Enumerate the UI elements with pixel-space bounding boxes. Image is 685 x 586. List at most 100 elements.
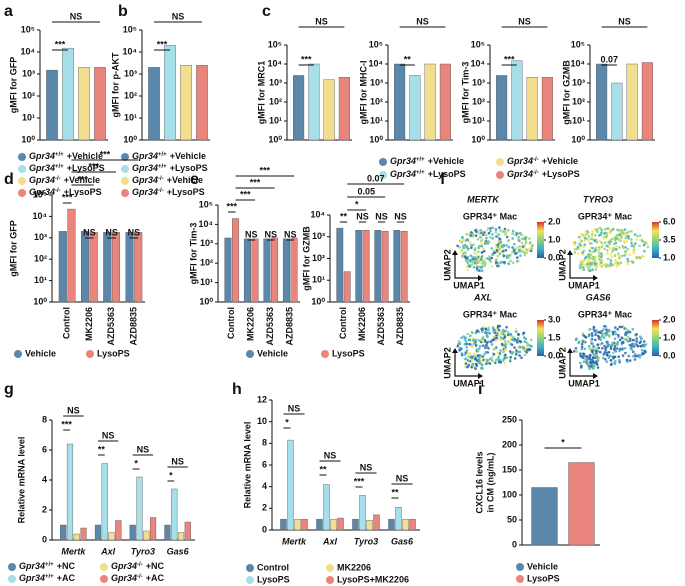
- umap-point: [598, 239, 602, 243]
- bar: [94, 524, 102, 541]
- umap-point: [598, 234, 601, 237]
- umap-point: [595, 265, 599, 269]
- umap-point: [603, 247, 606, 251]
- significance-label: **: [98, 444, 106, 454]
- umap-point: [456, 244, 459, 248]
- umap-point: [624, 331, 628, 334]
- significance-label: 0.05: [357, 186, 375, 196]
- umap-point: [487, 231, 491, 235]
- umap-point: [639, 335, 642, 339]
- umap-point: [626, 360, 629, 364]
- umap-point: [490, 360, 494, 364]
- umap-point: [605, 353, 609, 357]
- umap-point: [525, 248, 529, 252]
- y-tick-label: 12: [257, 394, 267, 404]
- umap-point: [511, 261, 515, 265]
- y-tick-label: 10⁵: [199, 199, 213, 209]
- umap-point: [487, 326, 491, 330]
- bar: [180, 65, 192, 141]
- bar: [80, 231, 90, 303]
- umap-point: [611, 355, 615, 359]
- umap-point: [628, 337, 632, 341]
- significance-label: NS: [394, 211, 407, 221]
- umap-point: [621, 228, 624, 232]
- legend-marker: [516, 563, 524, 571]
- umap-point: [498, 352, 502, 356]
- umap-point: [603, 264, 606, 267]
- umap-point: [460, 240, 463, 243]
- umap-point: [486, 257, 489, 260]
- umap-point: [522, 331, 526, 335]
- umap-point: [517, 238, 520, 242]
- umap-point: [470, 259, 474, 263]
- umap-point: [617, 254, 621, 257]
- colorbar-tick-label: 2.0: [663, 314, 676, 324]
- bar: [424, 63, 436, 141]
- umap-point: [635, 338, 639, 341]
- y-tick-label: 10¹: [269, 115, 282, 125]
- legend-label: LysoPS+MK2206: [337, 574, 409, 584]
- umap-point: [589, 338, 593, 342]
- legend-marker: [121, 165, 129, 173]
- y-tick-label: 10²: [472, 96, 485, 106]
- umap-point: [487, 347, 490, 350]
- umap-point: [499, 229, 502, 232]
- umap-point: [525, 351, 528, 354]
- y-tick-label: 10⁵: [21, 24, 35, 34]
- umap-point: [479, 258, 483, 261]
- x-tick-label: Tyro3: [354, 536, 378, 546]
- umap-point: [503, 362, 507, 365]
- legend-label: Vehicle: [257, 348, 288, 358]
- umap-point: [473, 247, 477, 250]
- umap-point: [605, 360, 609, 364]
- umap-point: [491, 233, 494, 236]
- umap-point: [602, 336, 606, 340]
- umap-point: [480, 251, 484, 254]
- umap-point: [482, 335, 485, 339]
- umap-point: [504, 348, 508, 352]
- colorbar-tick-label: 1.5: [548, 332, 561, 342]
- umap-point: [627, 237, 630, 240]
- y-tick-label: 2: [42, 504, 47, 514]
- umap-point: [630, 241, 633, 245]
- umap-point: [588, 249, 592, 252]
- umap-point: [632, 251, 636, 254]
- umap-point: [620, 254, 623, 258]
- colorbar-tick-label: 1.0: [663, 252, 676, 262]
- umap-point: [494, 228, 498, 231]
- significance-label: NS: [105, 227, 118, 237]
- bar: [115, 520, 122, 541]
- umap-point: [600, 245, 603, 249]
- umap-point: [646, 245, 650, 249]
- colorbar: [652, 320, 659, 356]
- y-tick-label: 100: [502, 489, 517, 499]
- bar: [67, 208, 76, 303]
- umap-point: [594, 268, 598, 271]
- umap-point: [583, 357, 587, 361]
- legend-label: Gpr34-/- +AC: [111, 573, 164, 583]
- significance-label: ***: [250, 177, 261, 187]
- umap-point: [509, 259, 512, 263]
- legend-gene: Gpr34: [29, 175, 55, 185]
- x-tick-label: Mertk: [282, 536, 307, 546]
- umap-point: [494, 231, 498, 234]
- umap-point: [496, 254, 500, 258]
- umap-point: [479, 356, 482, 359]
- umap-point: [481, 328, 484, 332]
- umap-point: [596, 366, 600, 369]
- umap-point: [479, 266, 482, 269]
- umap-point: [636, 344, 640, 348]
- umap-point: [582, 259, 586, 262]
- legend-gene: Gpr34: [19, 561, 45, 571]
- bar: [103, 232, 112, 303]
- significance-label: 0.07: [600, 54, 618, 64]
- umap-point: [467, 355, 470, 358]
- umap-point: [526, 343, 530, 346]
- umap-point: [524, 250, 527, 253]
- y-axis-label: Relative mRNA level: [16, 437, 26, 524]
- umap-point: [512, 249, 516, 252]
- umap-point: [588, 367, 591, 371]
- umap-point: [594, 246, 598, 250]
- umap-point: [499, 360, 503, 364]
- umap-point: [523, 348, 526, 352]
